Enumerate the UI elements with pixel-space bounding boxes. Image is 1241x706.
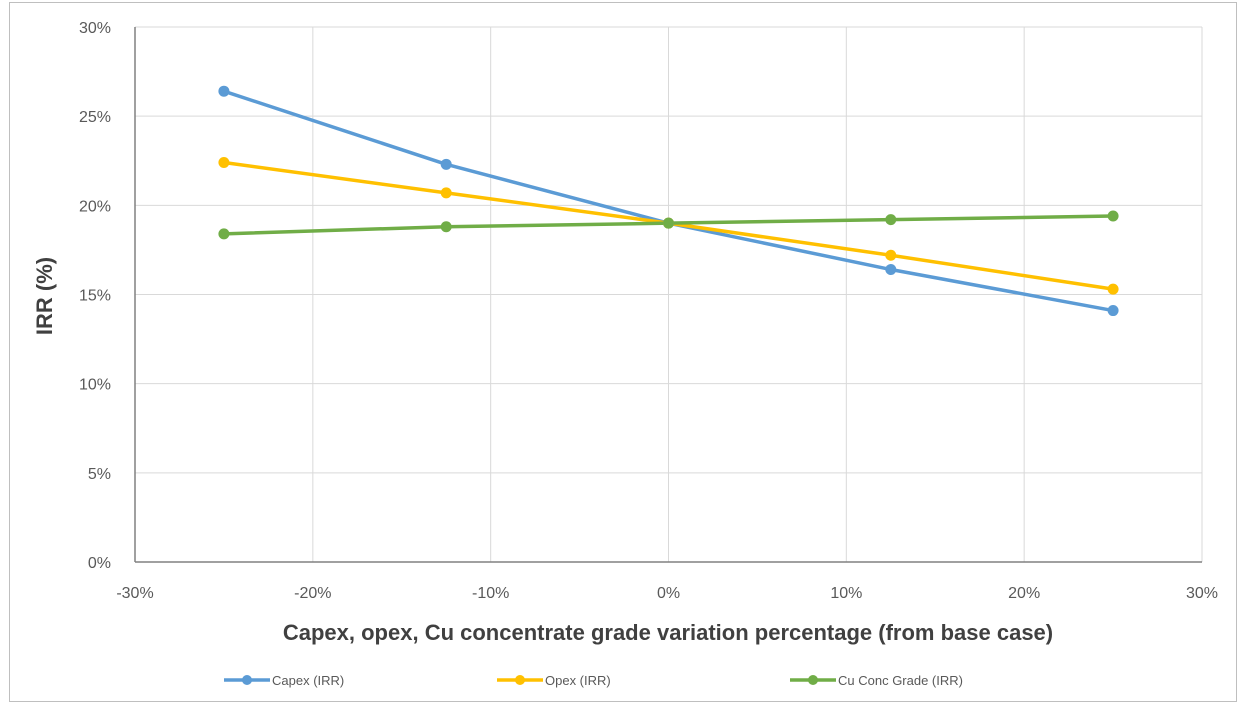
y-tick-labels: 0% 5% 10% 15% 20% 25% 30%: [79, 20, 111, 572]
legend-marker: [242, 675, 252, 685]
legend-label: Opex (IRR): [545, 673, 611, 688]
data-point: [1107, 210, 1119, 222]
x-tick-label: -30%: [116, 585, 153, 602]
data-point: [885, 264, 897, 276]
legend-label: Capex (IRR): [272, 673, 344, 688]
data-point: [663, 217, 674, 229]
series-points: [218, 85, 1119, 317]
y-tick-label: 20%: [79, 198, 111, 215]
data-point: [1107, 283, 1119, 295]
x-tick-label: -10%: [472, 585, 509, 602]
y-tick-label: 0%: [88, 555, 111, 572]
data-point: [885, 249, 897, 261]
x-tick-label: -20%: [294, 585, 331, 602]
legend-marker: [808, 675, 818, 685]
y-tick-label: 25%: [79, 109, 111, 126]
x-tick-label: 10%: [830, 585, 862, 602]
x-axis-title: Capex, opex, Cu concentrate grade variat…: [283, 620, 1053, 645]
data-point: [440, 187, 452, 199]
axes: [134, 27, 1202, 563]
x-tick-label: 30%: [1186, 585, 1218, 602]
legend: Capex (IRR) Opex (IRR) Cu Conc Grade (IRR): [224, 673, 963, 688]
y-axis-title: IRR (%): [32, 257, 57, 335]
y-tick-label: 10%: [79, 377, 111, 394]
data-point: [1107, 305, 1119, 317]
x-tick-label: 0%: [657, 585, 680, 602]
data-point: [218, 228, 230, 240]
x-tick-label: 20%: [1008, 585, 1040, 602]
data-point: [440, 158, 452, 170]
legend-marker: [515, 675, 525, 685]
data-point: [885, 214, 897, 226]
data-point: [218, 85, 230, 97]
y-tick-label: 15%: [79, 288, 111, 305]
data-point: [440, 221, 452, 233]
x-tick-labels: -30% -20% -10% 0% 10% 20% 30%: [116, 585, 1218, 602]
gridlines: [135, 26, 1203, 562]
chart-frame: [9, 2, 1237, 702]
y-tick-label: 5%: [88, 466, 111, 483]
legend-label: Cu Conc Grade (IRR): [838, 673, 963, 688]
data-point: [218, 157, 230, 169]
y-tick-label: 30%: [79, 20, 111, 37]
